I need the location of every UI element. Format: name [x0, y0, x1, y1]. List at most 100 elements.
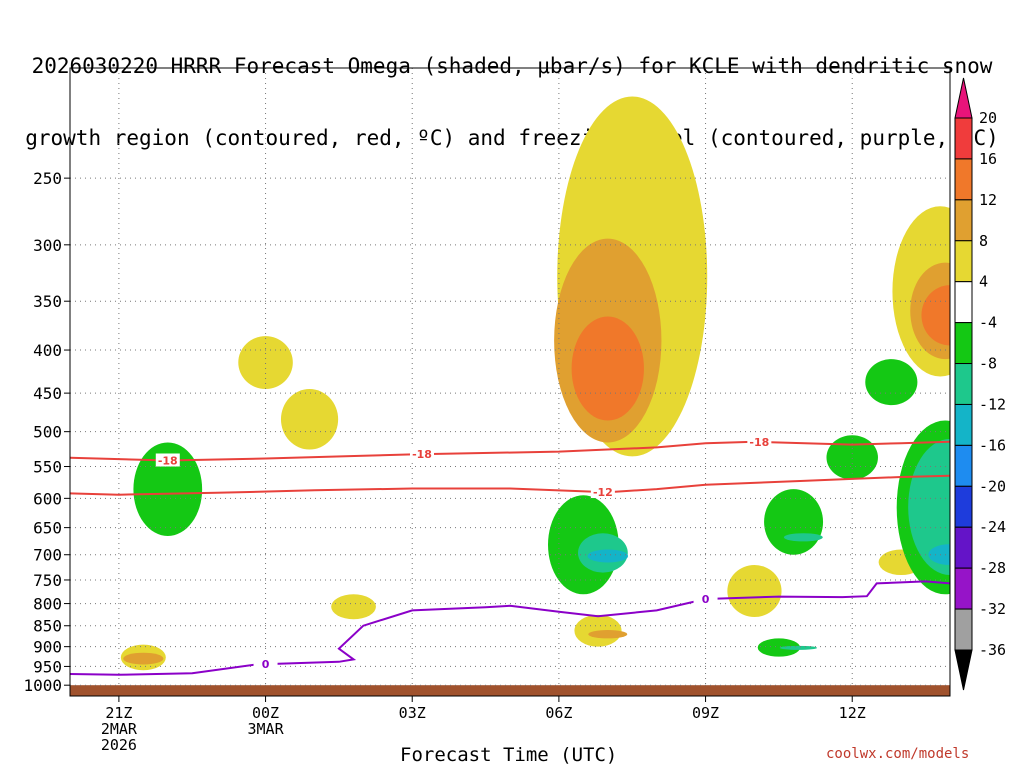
- colorbar-box-2: [954, 199, 973, 242]
- omega-region-13: [588, 630, 628, 639]
- y-tick-label-250: 250: [33, 169, 62, 188]
- omega-region-26: [908, 438, 950, 576]
- y-tick-label-500: 500: [33, 423, 62, 442]
- colorbar-box-3: [954, 240, 973, 283]
- y-tick-label-400: 400: [33, 341, 62, 360]
- colorbar-label-11: -28: [979, 559, 1006, 577]
- contour-label-2-1: 0: [702, 593, 710, 606]
- colorbar-label-10: -24: [979, 518, 1006, 536]
- omega-region-27: [928, 544, 950, 566]
- contour-line-2: [70, 580, 950, 676]
- y-tick-label-800: 800: [33, 595, 62, 614]
- colorbar-top-arrow: [954, 77, 973, 119]
- x-tick-label-9-0: 06Z: [545, 704, 572, 722]
- contour-label-0-2: -18: [749, 436, 769, 449]
- colorbar-box-9: [954, 485, 973, 528]
- colorbar-label-5: -4: [979, 314, 997, 332]
- colorbar: 20 16 12 8 4 -4 -8 -12 -16 -20 -24 -28 -32 -36: [954, 77, 1006, 691]
- ground-fill: [70, 685, 950, 696]
- contour-label-0-0: -18: [158, 454, 178, 467]
- colorbar-label-2: 12: [979, 191, 997, 209]
- terrain-layer: [70, 685, 950, 696]
- omega-shading: [120, 96, 950, 671]
- y-tick-label-550: 550: [33, 458, 62, 477]
- x-tick-label-0-1: 2MAR: [101, 720, 138, 738]
- colorbar-label-13: -36: [979, 641, 1006, 659]
- omega-region-20: [865, 359, 918, 406]
- colorbar-box-8: [954, 444, 973, 487]
- colorbar-box-12: [954, 608, 973, 651]
- credit-text: coolwx.com/models: [826, 746, 970, 762]
- colorbar-label-9: -20: [979, 477, 1006, 495]
- omega-region-14: [764, 489, 824, 555]
- omega-region-2: [133, 442, 203, 536]
- plot-frame: [69, 67, 951, 697]
- contour-label-bg-0-0: [155, 453, 180, 467]
- omega-region-3: [238, 336, 293, 390]
- colorbar-label-3: 8: [979, 232, 988, 250]
- grid-lines: [70, 68, 950, 686]
- chart-title: 2026030220 HRRR Forecast Omega (shaded, …: [0, 6, 1024, 174]
- y-tick-label-850: 850: [33, 617, 62, 636]
- omega-region-18: [779, 645, 818, 650]
- contour-label-bg-0-1: [410, 447, 434, 461]
- colorbar-box-10: [954, 526, 973, 569]
- omega-region-24: [921, 285, 950, 346]
- y-tick-label-1000: 1000: [23, 676, 62, 695]
- x-tick-label-3-1: 3MAR: [247, 720, 284, 738]
- x-tick-label-6-0: 03Z: [399, 704, 426, 722]
- contour-line-0: [70, 440, 950, 462]
- colorbar-label-4: 4: [979, 273, 988, 291]
- y-tick-label-750: 750: [33, 571, 62, 590]
- x-tick-label-12-0: 09Z: [692, 704, 719, 722]
- y-tick-label-700: 700: [33, 546, 62, 565]
- contour-label-bg-2-1: [693, 591, 718, 605]
- contour-label-1-0: -12: [593, 486, 613, 499]
- colorbar-box-6: [954, 363, 973, 405]
- omega-region-4: [280, 389, 339, 450]
- x-axis-label: Forecast Time (UTC): [400, 744, 618, 766]
- colorbar-label-1: 16: [979, 150, 997, 168]
- omega-region-19: [826, 435, 878, 480]
- y-tick-label-350: 350: [33, 292, 62, 311]
- colorbar-label-6: -8: [979, 355, 997, 373]
- title-line-2: growth region (contoured, red, ºC) and f…: [25, 126, 999, 150]
- colorbar-box-4: [954, 281, 973, 324]
- contour-label-2-0: 0: [262, 658, 270, 671]
- y-tick-label-300: 300: [33, 236, 62, 255]
- x-tick-label-3-0: 00Z: [252, 704, 279, 722]
- colorbar-box-5: [954, 322, 973, 365]
- colorbar-label-0: 20: [979, 109, 997, 127]
- contour-lines: -18 -18 -18 -12 0 0: [70, 434, 950, 676]
- contour-label-bg-0-2: [747, 434, 772, 448]
- x-tick-label-0-0: 21Z: [105, 704, 132, 722]
- y-tick-label-650: 650: [33, 519, 62, 538]
- y-tick-label-950: 950: [33, 657, 62, 676]
- colorbar-box-11: [954, 567, 973, 610]
- colorbar-box-7: [954, 403, 973, 446]
- colorbar-bottom-arrow: [954, 649, 973, 691]
- omega-region-5: [331, 594, 376, 620]
- contour-label-0-1: -18: [412, 448, 432, 461]
- colorbar-label-7: -12: [979, 395, 1006, 413]
- y-axis-ticks: 250 300 350 400 450 500 550 600 650 700 750 800 850 9…: [23, 169, 70, 695]
- omega-region-1: [123, 652, 164, 665]
- omega-region-15: [783, 533, 823, 542]
- omega-region-16: [727, 565, 782, 618]
- title-line-1: 2026030220 HRRR Forecast Omega (shaded, …: [31, 54, 993, 78]
- y-tick-label-600: 600: [33, 489, 62, 508]
- colorbar-box-0: [954, 117, 973, 160]
- colorbar-label-12: -32: [979, 600, 1006, 618]
- contour-label-bg-2-0: [253, 657, 278, 671]
- y-tick-label-450: 450: [33, 384, 62, 403]
- omega-region-8: [571, 316, 644, 421]
- x-tick-label-15-0: 12Z: [839, 704, 866, 722]
- contour-label-bg-1-0: [590, 485, 615, 499]
- y-tick-label-900: 900: [33, 638, 62, 657]
- omega-region-11: [587, 549, 629, 563]
- colorbar-box-1: [954, 158, 973, 201]
- omega-region-17: [757, 638, 801, 657]
- x-tick-label-0-2: 2026: [101, 736, 137, 754]
